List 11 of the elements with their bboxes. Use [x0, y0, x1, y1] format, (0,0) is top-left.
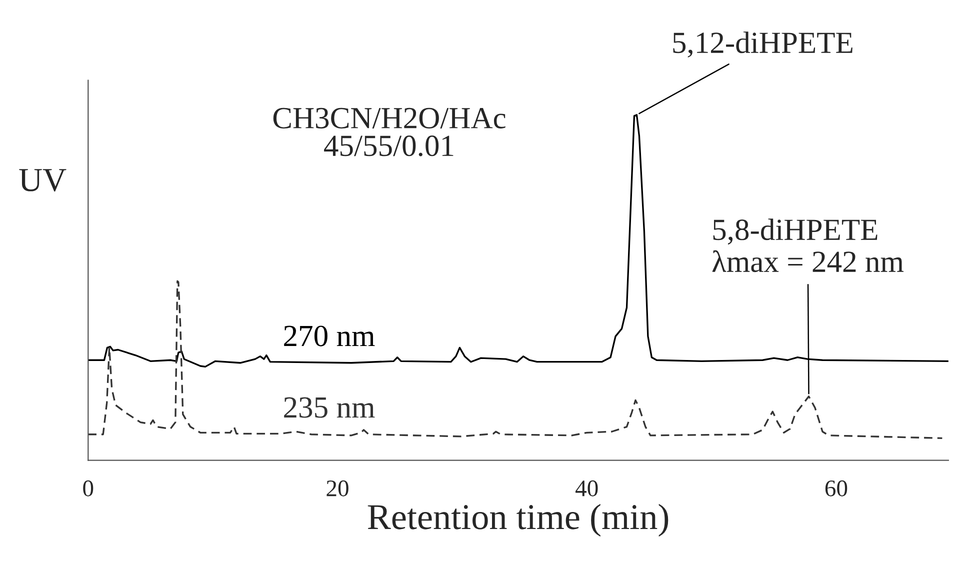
x-axis-title: Retention time (min) [368, 504, 668, 537]
x-tick-label: 20 [326, 480, 348, 496]
annotation: 5,8-diHPETE λmax = 242 nm [712, 218, 904, 272]
annotation: CH3CN/H2O/HAc 45/55/0.01 [273, 108, 506, 156]
annotation: 5,12-diHPETE [673, 32, 852, 58]
x-tick-label: 0 [83, 480, 94, 496]
x-tick-label: 60 [825, 480, 848, 496]
series-label: 270 nm [284, 326, 375, 346]
series-label: 235 nm [284, 397, 375, 418]
x-tick-label: 40 [576, 480, 598, 496]
y-axis-title: UV [19, 169, 66, 192]
